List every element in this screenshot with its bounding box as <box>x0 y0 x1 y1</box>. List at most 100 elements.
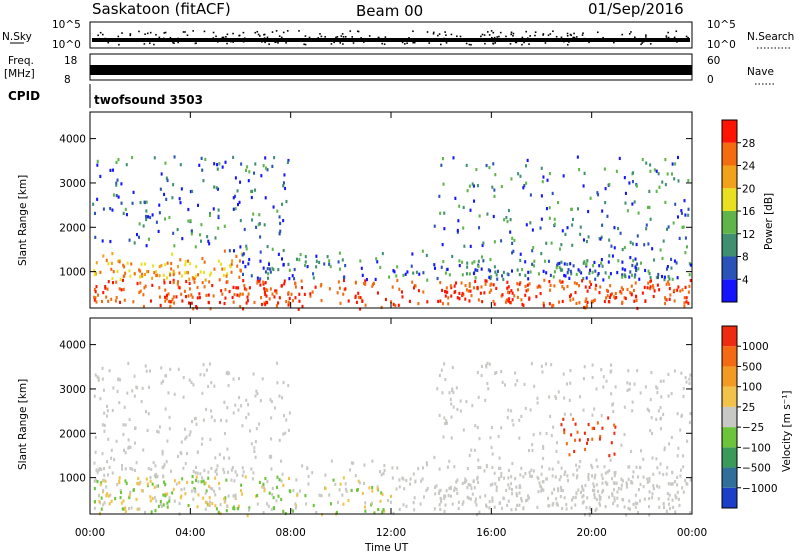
echo-cell <box>526 498 529 502</box>
echo-cell <box>559 485 562 490</box>
echo-cell <box>93 287 96 292</box>
echo-cell <box>664 183 667 187</box>
echo-cell <box>234 496 237 500</box>
echo-cell <box>613 431 616 435</box>
echo-cell <box>186 451 189 456</box>
echo-cell <box>680 414 683 418</box>
echo-cell <box>145 214 148 219</box>
echo-cell <box>239 304 242 309</box>
echo-cell <box>525 164 528 168</box>
echo-cell <box>649 163 652 167</box>
nsky-point <box>512 34 514 37</box>
echo-cell <box>490 425 493 430</box>
echo-cell <box>208 280 211 284</box>
nsky-point <box>97 34 99 37</box>
echo-cell <box>668 286 671 291</box>
echo-cell <box>444 294 447 298</box>
echo-cell <box>436 276 439 281</box>
echo-cell <box>530 474 533 478</box>
echo-cell <box>214 456 217 460</box>
echo-cell <box>197 273 200 277</box>
echo-cell <box>178 197 181 201</box>
echo-cell <box>498 456 501 460</box>
echo-cell <box>262 485 265 489</box>
echo-cell <box>339 267 342 271</box>
echo-cell <box>620 477 623 481</box>
echo-cell <box>153 156 156 160</box>
echo-cell <box>422 495 425 499</box>
echo-cell <box>420 479 423 483</box>
echo-cell <box>238 259 241 263</box>
echo-cell <box>282 262 285 267</box>
echo-cell <box>479 495 482 499</box>
echo-cell <box>172 269 175 273</box>
echo-cell <box>114 299 117 303</box>
echo-cell <box>619 290 622 294</box>
echo-cell <box>570 272 573 276</box>
echo-cell <box>656 390 659 395</box>
nsky-point <box>286 30 289 32</box>
echo-cell <box>492 299 495 304</box>
echo-cell <box>123 448 126 452</box>
echo-cell <box>675 261 678 265</box>
echo-cell <box>255 225 258 229</box>
echo-cell <box>117 259 120 263</box>
echo-cell <box>149 299 152 303</box>
echo-cell <box>231 295 234 300</box>
echo-cell <box>568 398 571 402</box>
echo-cell <box>562 174 565 178</box>
echo-cell <box>488 500 491 504</box>
echo-cell <box>663 275 666 279</box>
echo-cell <box>208 273 211 277</box>
echo-cell <box>265 300 268 304</box>
echo-cell <box>584 285 587 289</box>
echo-cell <box>598 501 601 505</box>
echo-cell <box>354 280 357 284</box>
echo-cell <box>657 272 660 277</box>
echo-cell <box>510 487 513 492</box>
echo-cell <box>634 265 637 269</box>
echo-cell <box>677 285 680 289</box>
echo-cell <box>110 448 113 452</box>
echo-cell <box>97 468 100 472</box>
echo-cell <box>493 505 496 509</box>
nsky-point <box>285 42 287 44</box>
echo-cell <box>103 467 106 471</box>
echo-cell <box>655 169 658 173</box>
echo-cell <box>197 203 200 207</box>
echo-cell <box>661 180 664 184</box>
nsky-point <box>573 36 576 39</box>
echo-cell <box>624 275 627 279</box>
freq-label-line2: [MHz] <box>4 68 35 80</box>
echo-cell <box>603 167 606 171</box>
echo-cell <box>282 380 285 385</box>
echo-cell <box>676 215 679 219</box>
echo-cell <box>118 287 121 291</box>
nsky-point <box>330 43 333 45</box>
echo-cell <box>195 422 198 426</box>
echo-cell <box>162 493 165 497</box>
nsky-point <box>581 34 584 36</box>
echo-cell <box>233 292 236 297</box>
echo-cell <box>635 242 638 247</box>
echo-cell <box>96 197 99 201</box>
echo-cell <box>236 202 239 207</box>
echo-cell <box>103 429 106 433</box>
echo-cell <box>115 160 118 165</box>
echo-cell <box>184 263 187 267</box>
echo-cell <box>464 477 467 481</box>
echo-cell <box>686 439 689 443</box>
echo-cell <box>569 381 572 385</box>
echo-cell <box>449 494 452 498</box>
echo-cell <box>585 506 588 510</box>
echo-cell <box>165 176 168 180</box>
echo-cell <box>170 299 173 304</box>
nsky-point <box>498 35 500 38</box>
echo-cell <box>598 264 601 268</box>
nsky-point <box>257 33 260 36</box>
echo-cell <box>144 262 147 266</box>
echo-cell <box>545 431 548 436</box>
echo-cell <box>555 266 558 270</box>
nsky-point <box>153 43 155 46</box>
